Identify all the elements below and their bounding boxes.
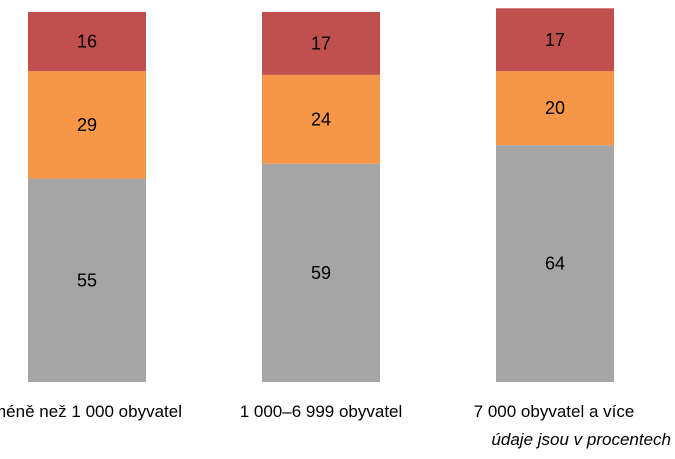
category-label-1: méně než 1 000 obyvatel xyxy=(0,402,182,421)
category-label-3: 7 000 obyvatel a více xyxy=(473,402,635,421)
bar-segment-2-2 xyxy=(262,74,380,164)
units-note: údaje jsou v procentech xyxy=(491,430,671,449)
bar-segment-2-1 xyxy=(262,163,380,382)
data-label-3-2: 20 xyxy=(545,98,565,118)
category-label-2: 1 000–6 999 obyvatel xyxy=(239,402,403,421)
data-label-3-1: 64 xyxy=(545,254,565,274)
data-label-1-2: 29 xyxy=(77,115,97,135)
data-label-2-3: 17 xyxy=(311,33,331,53)
bar-segment-3-1 xyxy=(496,145,614,382)
bar-segment-1-3 xyxy=(28,12,146,72)
data-label-2-2: 24 xyxy=(311,109,331,129)
bar-segment-3-3 xyxy=(496,8,614,72)
data-label-1-3: 16 xyxy=(77,32,97,52)
bar-segment-2-3 xyxy=(262,12,380,75)
bar-segment-1-1 xyxy=(28,178,146,382)
data-label-3-3: 17 xyxy=(545,30,565,50)
bar-segment-1-2 xyxy=(28,71,146,179)
bar-segment-3-2 xyxy=(496,71,614,146)
data-label-1-1: 55 xyxy=(77,270,97,290)
data-label-2-1: 59 xyxy=(311,263,331,283)
